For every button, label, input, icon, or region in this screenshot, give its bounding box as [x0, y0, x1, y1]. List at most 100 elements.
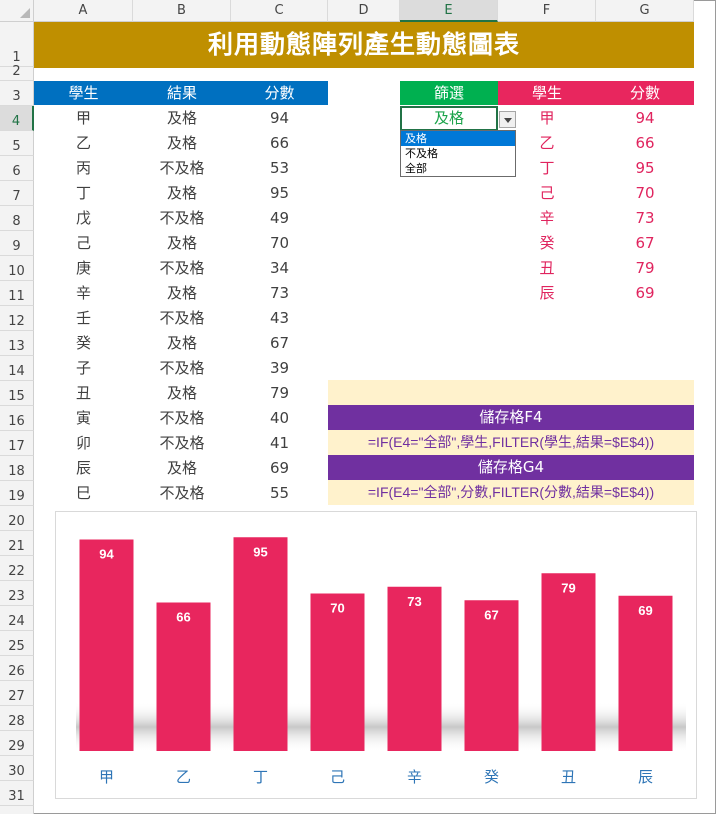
result-student-cell[interactable]: 甲: [539, 109, 555, 127]
chart-bar[interactable]: [156, 602, 211, 752]
result-student-cell[interactable]: 己: [539, 184, 555, 202]
result-cell[interactable]: 及格: [166, 384, 197, 402]
column-header-f[interactable]: F: [498, 0, 596, 22]
result-score-cell[interactable]: 73: [635, 209, 655, 227]
column-header-e[interactable]: E: [400, 0, 498, 22]
result-score-cell[interactable]: 69: [635, 284, 655, 302]
bar-chart[interactable]: 94 甲 66 乙 95 丁 70 己 73 辛 67 癸 79 丑 69 辰: [55, 511, 697, 799]
column-header-c[interactable]: C: [231, 0, 328, 22]
chart-bar[interactable]: [464, 600, 519, 751]
student-cell[interactable]: 乙: [75, 134, 91, 152]
row-header-7[interactable]: 7: [0, 181, 34, 206]
chart-bar[interactable]: [541, 573, 596, 751]
row-header-6[interactable]: 6: [0, 156, 34, 181]
row-header-22[interactable]: 22: [0, 556, 34, 581]
result-cell[interactable]: 不及格: [159, 259, 205, 277]
row-header-21[interactable]: 21: [0, 531, 34, 556]
row-header-5[interactable]: 5: [0, 131, 34, 156]
score-cell[interactable]: 40: [269, 409, 290, 427]
row-header-31[interactable]: 31: [0, 781, 34, 806]
result-cell[interactable]: 不及格: [159, 484, 205, 502]
score-cell[interactable]: 95: [269, 184, 290, 202]
note-spacer-cell[interactable]: [328, 380, 694, 405]
student-cell[interactable]: 甲: [75, 109, 91, 127]
row-header-14[interactable]: 14: [0, 356, 34, 381]
header-result-score[interactable]: 分數: [596, 81, 694, 105]
row-header-9[interactable]: 9: [0, 231, 34, 256]
dropdown-option-all[interactable]: 全部: [405, 162, 427, 175]
student-cell[interactable]: 巳: [75, 484, 91, 502]
row-header-10[interactable]: 10: [0, 256, 34, 281]
row-header-32[interactable]: 32: [0, 806, 34, 814]
row-header-3[interactable]: 3: [0, 81, 34, 106]
dropdown-option-fail[interactable]: 不及格: [405, 147, 438, 160]
row-header-30[interactable]: 30: [0, 756, 34, 781]
row-header-17[interactable]: 17: [0, 431, 34, 456]
row-header-18[interactable]: 18: [0, 456, 34, 481]
score-cell[interactable]: 34: [269, 259, 290, 277]
score-cell[interactable]: 73: [269, 284, 290, 302]
row-header-4[interactable]: 4: [0, 106, 34, 131]
note-label-g4[interactable]: 儲存格G4: [328, 455, 694, 480]
score-cell[interactable]: 39: [269, 359, 290, 377]
chart-bar[interactable]: [233, 537, 288, 751]
chart-bar[interactable]: [618, 595, 673, 751]
score-cell[interactable]: 67: [269, 334, 290, 352]
column-header-g[interactable]: G: [596, 0, 694, 22]
score-cell[interactable]: 53: [269, 159, 290, 177]
result-cell[interactable]: 不及格: [159, 409, 205, 427]
result-cell[interactable]: 不及格: [159, 359, 205, 377]
student-cell[interactable]: 戊: [75, 209, 91, 227]
student-cell[interactable]: 寅: [75, 409, 91, 427]
row-header-8[interactable]: 8: [0, 206, 34, 231]
result-cell[interactable]: 不及格: [159, 209, 205, 227]
result-student-cell[interactable]: 辰: [539, 284, 555, 302]
result-student-cell[interactable]: 辛: [539, 209, 555, 227]
student-cell[interactable]: 癸: [75, 334, 91, 352]
student-cell[interactable]: 卯: [75, 434, 91, 452]
student-cell[interactable]: 子: [75, 359, 91, 377]
result-cell[interactable]: 及格: [166, 334, 197, 352]
select-all-corner[interactable]: [0, 0, 34, 22]
result-cell[interactable]: 不及格: [159, 159, 205, 177]
row-header-12[interactable]: 12: [0, 306, 34, 331]
result-cell[interactable]: 及格: [166, 134, 197, 152]
result-student-cell[interactable]: 丁: [539, 159, 555, 177]
score-cell[interactable]: 94: [269, 109, 290, 127]
row-header-20[interactable]: 20: [0, 506, 34, 531]
score-cell[interactable]: 66: [269, 134, 290, 152]
column-header-a[interactable]: A: [34, 0, 133, 22]
result-score-cell[interactable]: 66: [635, 134, 655, 152]
header-result-student[interactable]: 學生: [498, 81, 596, 105]
result-student-cell[interactable]: 癸: [539, 234, 555, 252]
row-header-16[interactable]: 16: [0, 406, 34, 431]
note-formula-f4[interactable]: =IF(E4="全部",學生,FILTER(學生,結果=$E$4)): [328, 430, 694, 455]
student-cell[interactable]: 丙: [75, 159, 91, 177]
result-score-cell[interactable]: 79: [635, 259, 655, 277]
column-header-b[interactable]: B: [133, 0, 231, 22]
score-cell[interactable]: 79: [269, 384, 290, 402]
note-formula-g4[interactable]: =IF(E4="全部",分數,FILTER(分數,結果=$E$4)): [328, 480, 694, 505]
score-cell[interactable]: 69: [269, 459, 290, 477]
row-header-19[interactable]: 19: [0, 481, 34, 506]
chart-bar[interactable]: [79, 539, 134, 752]
row-header-24[interactable]: 24: [0, 606, 34, 631]
row-header-2[interactable]: 2: [0, 64, 34, 81]
score-cell[interactable]: 41: [269, 434, 290, 452]
row-header-29[interactable]: 29: [0, 731, 34, 756]
row-header-27[interactable]: 27: [0, 681, 34, 706]
student-cell[interactable]: 己: [75, 234, 91, 252]
chart-bar[interactable]: [310, 593, 365, 752]
note-label-f4[interactable]: 儲存格F4: [328, 405, 694, 430]
result-cell[interactable]: 不及格: [159, 309, 205, 327]
header-filter[interactable]: 篩選: [400, 81, 498, 105]
header-score[interactable]: 分數: [231, 81, 328, 105]
result-cell[interactable]: 及格: [166, 184, 197, 202]
header-result[interactable]: 結果: [133, 81, 231, 105]
result-cell[interactable]: 及格: [166, 109, 197, 127]
row-header-1[interactable]: 1: [0, 22, 34, 67]
row-header-26[interactable]: 26: [0, 656, 34, 681]
score-cell[interactable]: 55: [269, 484, 290, 502]
student-cell[interactable]: 丁: [75, 184, 91, 202]
student-cell[interactable]: 壬: [75, 309, 91, 327]
